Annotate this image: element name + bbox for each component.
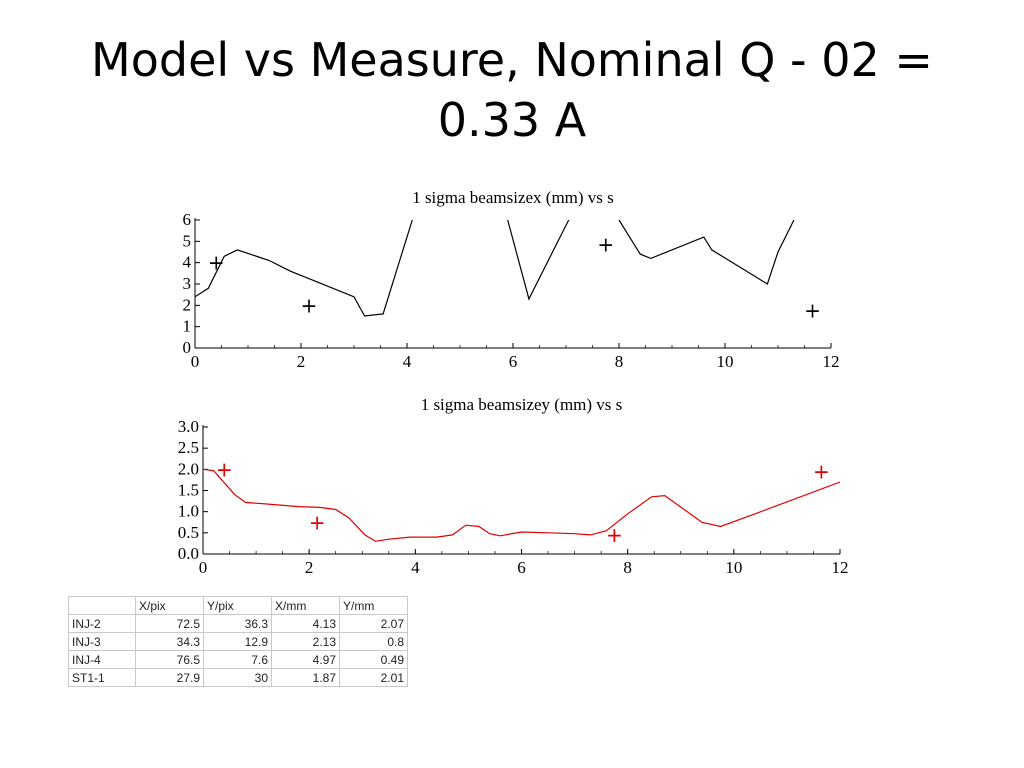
x-tick-label: 8 bbox=[623, 558, 632, 577]
measurement-marker: + bbox=[301, 293, 318, 317]
table-row: INJ-3 34.3 12.9 2.13 0.8 bbox=[68, 632, 408, 651]
table-header-cell: Y/pix bbox=[203, 596, 272, 615]
series-line bbox=[203, 468, 840, 542]
table-cell: 4.97 bbox=[271, 650, 340, 669]
y-tick-label: 3 bbox=[183, 274, 192, 293]
beamsize-x-chart: 1 sigma beamsizex (mm) vs s0 2 4 6 8 10 120123… bbox=[183, 188, 840, 371]
chart-title: 1 sigma beamsizex (mm) vs s bbox=[412, 188, 614, 207]
table-cell: INJ-3 bbox=[68, 632, 136, 651]
measurement-marker: + bbox=[804, 299, 821, 323]
y-tick-label: 0.5 bbox=[178, 523, 199, 542]
x-tick-label: 6 bbox=[517, 558, 526, 577]
table-cell: 12.9 bbox=[203, 632, 272, 651]
x-tick-label: 2 bbox=[305, 558, 314, 577]
table-cell: 76.5 bbox=[135, 650, 204, 669]
table-cell: INJ-2 bbox=[68, 614, 136, 633]
y-tick-label: 2.0 bbox=[178, 459, 199, 478]
y-tick-label: 3.0 bbox=[178, 417, 199, 436]
table-cell: 2.07 bbox=[339, 614, 408, 633]
table-cell: 30 bbox=[203, 668, 272, 687]
table-row: ST1-1 27.9 30 1.87 2.01 bbox=[68, 668, 408, 687]
table-header-cell bbox=[68, 596, 136, 615]
table-cell: 0.49 bbox=[339, 650, 408, 669]
table-cell: ST1-1 bbox=[68, 668, 136, 687]
chart-title: 1 sigma beamsizey (mm) vs s bbox=[421, 395, 623, 414]
x-tick-label: 0 bbox=[199, 558, 208, 577]
measurement-marker: + bbox=[309, 510, 326, 534]
y-tick-label: 1.5 bbox=[178, 481, 199, 500]
table-cell: 2.01 bbox=[339, 668, 408, 687]
series-line bbox=[507, 219, 570, 301]
table-cell: 7.6 bbox=[203, 650, 272, 669]
table-header-cell: X/mm bbox=[271, 596, 340, 615]
table-cell: INJ-4 bbox=[68, 650, 136, 669]
table-cell: 72.5 bbox=[135, 614, 204, 633]
y-tick-label: 2.5 bbox=[178, 438, 199, 457]
x-tick-label: 10 bbox=[725, 558, 742, 577]
measurement-marker: + bbox=[606, 523, 623, 547]
x-tick-label: 8 bbox=[615, 352, 624, 371]
slide-title: Model vs Measure, Nominal Q - 02 = 0.33 … bbox=[91, 33, 933, 147]
measurement-table: X/pix Y/pix X/mm Y/mm INJ-2 72.5 36.3 4.… bbox=[68, 596, 408, 687]
x-tick-label: 4 bbox=[411, 558, 420, 577]
x-tick-label: 4 bbox=[403, 352, 412, 371]
x-tick-label: 12 bbox=[832, 558, 849, 577]
table-cell: 4.13 bbox=[271, 614, 340, 633]
measurement-marker: + bbox=[216, 457, 233, 481]
table-row: INJ-2 72.5 36.3 4.13 2.07 bbox=[68, 614, 408, 633]
table-cell: 0.8 bbox=[339, 632, 408, 651]
table-header-row: X/pix Y/pix X/mm Y/mm bbox=[68, 596, 408, 615]
x-tick-label: 2 bbox=[297, 352, 306, 371]
x-tick-label: 10 bbox=[717, 352, 734, 371]
x-tick-label: 0 bbox=[191, 352, 200, 371]
table-row: INJ-4 76.5 7.6 4.97 0.49 bbox=[68, 650, 408, 669]
series-line bbox=[618, 219, 795, 285]
measurement-marker: + bbox=[597, 233, 614, 257]
table-cell: 1.87 bbox=[271, 668, 340, 687]
y-tick-label: 0.0 bbox=[178, 544, 199, 563]
y-tick-label: 6 bbox=[183, 210, 192, 229]
y-tick-label: 2 bbox=[183, 295, 192, 314]
table-cell: 36.3 bbox=[203, 614, 272, 633]
beamsize-y-chart: 1 sigma beamsizey (mm) vs s 0 2 4 6 8 10 12 0.0 0… bbox=[178, 395, 849, 577]
table-cell: 2.13 bbox=[271, 632, 340, 651]
x-tick-label: 6 bbox=[509, 352, 518, 371]
table-header-cell: Y/mm bbox=[339, 596, 408, 615]
table-cell: 27.9 bbox=[135, 668, 204, 687]
y-tick-label: 0 bbox=[183, 338, 192, 357]
y-tick-label: 1.0 bbox=[178, 502, 199, 521]
series-line bbox=[195, 219, 413, 317]
y-tick-label: 5 bbox=[183, 231, 192, 250]
table-header-cell: X/pix bbox=[135, 596, 204, 615]
table-cell: 34.3 bbox=[135, 632, 204, 651]
x-tick-label: 12 bbox=[823, 352, 840, 371]
y-tick-label: 1 bbox=[183, 317, 192, 336]
measurement-marker: + bbox=[813, 459, 830, 483]
y-tick-label: 4 bbox=[183, 253, 192, 272]
measurement-marker: + bbox=[208, 251, 225, 275]
